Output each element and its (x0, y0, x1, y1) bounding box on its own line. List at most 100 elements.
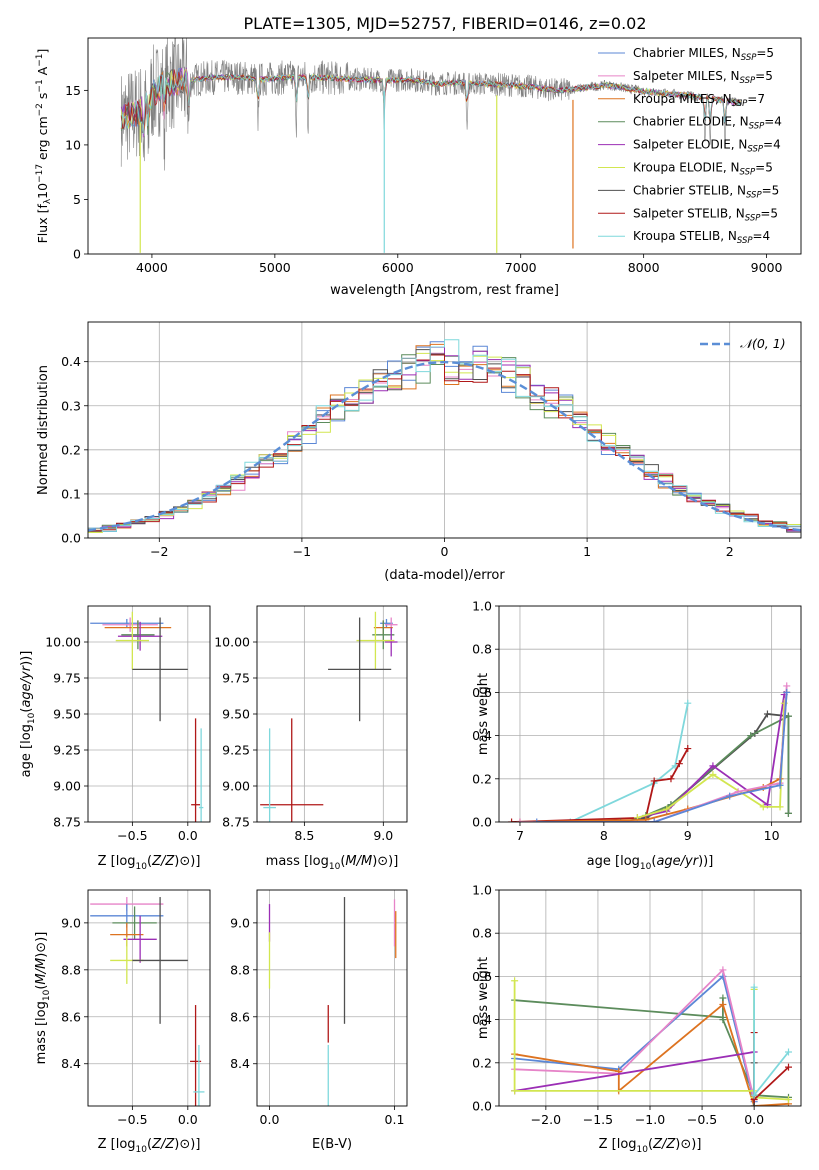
label-part: age [log (19, 724, 34, 777)
legend-sub: SSP (749, 122, 765, 132)
plot-area-massweight-vs-Z (499, 890, 801, 1106)
label-part: Z/Z (151, 1137, 175, 1152)
x-tick-label: −0.5 (117, 828, 147, 843)
mass-weight-series-8 (750, 983, 793, 1099)
x-tick-label: 8000 (628, 260, 660, 275)
mass-weight-series-6 (516, 688, 791, 822)
errorbar-point-8 (263, 728, 276, 822)
errorbar-point-6 (132, 897, 188, 1024)
x-tick-label: 9.0 (373, 828, 393, 843)
y-tick-label: 9.50 (53, 707, 81, 722)
plot-area-spectrum (120, 38, 743, 253)
y-tick-label: 5 (73, 192, 81, 207)
y-tick-label: 9.50 (222, 707, 250, 722)
y-tick-label: 8.4 (230, 1056, 250, 1071)
y-tick-label: 0.0 (61, 531, 81, 546)
y-axis-label: mass weight (476, 957, 491, 1039)
x-tick-label: −2 (150, 544, 168, 559)
series-line (753, 987, 790, 1098)
series-marker (759, 803, 767, 811)
label-part: λ (43, 198, 53, 204)
series-marker (511, 977, 519, 985)
y-tick-label: 9.75 (53, 671, 81, 686)
label-part: −1 (35, 54, 45, 67)
label-part: age/yr (656, 854, 699, 869)
label-part: 10 (27, 712, 37, 724)
label-part: 10 (329, 862, 341, 872)
label-part: 10 (136, 862, 148, 872)
errorbar-point-4 (117, 621, 163, 651)
series-marker (684, 745, 692, 753)
series-marker (650, 818, 658, 822)
errorbar-point-6 (328, 617, 392, 722)
y-tick-label: 0.2 (472, 1055, 492, 1070)
legend-name: Chabrier STELIB, N (633, 183, 746, 197)
y-tick-label: 9.0 (230, 915, 250, 930)
legend-suffix: =5 (755, 69, 773, 83)
series-marker (785, 1096, 793, 1104)
series-marker (750, 983, 758, 991)
legend-label: Chabrier MILES, NSSP=5 (633, 46, 774, 63)
legend-name: Kroupa MILES, N (633, 92, 732, 106)
label-part: age/yr (19, 664, 34, 707)
legend-name: Chabrier MILES, N (633, 46, 741, 60)
label-part: ] (35, 49, 50, 54)
x-tick-label: 0 (441, 544, 449, 559)
series-marker (709, 770, 717, 778)
x-axis-label: Z [log10(Z/Z)⊙)] (599, 1137, 702, 1155)
x-tick-label: 9000 (751, 260, 783, 275)
legend-name: Salpeter ELODIE, N (633, 138, 747, 152)
plot-area-mass-vs-Z (88, 890, 210, 1106)
errorbar-point-4 (384, 627, 398, 657)
x-tick-label: −1 (293, 544, 311, 559)
y-tick-label: 0.6 (472, 685, 492, 700)
y-tick-label: 8.75 (222, 815, 250, 830)
errorbar-point-8 (198, 728, 204, 822)
axes-massweight-vs-Z: −2.0 −1.5 −1.0 −0.5 0.0 0.0 0.2 0.4 0.6 0.8 1.0 mas… (472, 883, 802, 1155)
x-axis-label: mass [log10(M/M)⊙)] (266, 854, 399, 872)
series-marker (784, 809, 792, 817)
series-marker (675, 760, 683, 768)
x-axis-label: (data-model)/error (384, 568, 505, 583)
x-tick-label: 10 (764, 828, 780, 843)
series-marker (784, 712, 792, 720)
label-part: ( (651, 854, 656, 869)
series-marker (776, 803, 784, 811)
x-tick-label: 6000 (382, 260, 414, 275)
plot-area-age-vs-Z (88, 606, 210, 822)
legend-sub: SSP (740, 168, 756, 178)
legend-name: Kroupa ELODIE, N (633, 161, 740, 175)
series-marker (783, 682, 791, 690)
label-part: erg cm (35, 116, 50, 164)
label-part: ( (19, 708, 34, 713)
legend-sub: SSP (745, 213, 761, 223)
axes-frame (87, 37, 802, 255)
series-line (519, 692, 788, 822)
y-tick-label: 0.6 (472, 969, 492, 984)
label-part: Z/Z (652, 1137, 676, 1152)
figure-title: PLATE=1305, MJD=52757, FIBERID=0146, z=0… (243, 14, 646, 33)
y-axis-label: mass weight (476, 673, 491, 755)
x-tick-label: 0.1 (385, 1112, 405, 1127)
axes-massweight-vs-age: 7 8 9 10 0.0 0.2 0.4 0.6 0.8 1.0 mass weight age [l… (472, 599, 802, 872)
label-part: 10 (637, 1145, 649, 1155)
label-part: Flux [f (35, 204, 50, 244)
model-spectrum-8 (120, 72, 742, 134)
x-tick-label: 5000 (259, 260, 291, 275)
y-tick-label: 0.4 (61, 354, 81, 369)
y-tick-label: 0.2 (472, 771, 492, 786)
y-tick-label: 9.25 (222, 743, 250, 758)
series-marker (776, 781, 784, 789)
series-marker (650, 777, 658, 785)
axes-frame (87, 321, 802, 539)
label-part: age [log (587, 854, 640, 869)
y-tick-label: 8.4 (61, 1056, 81, 1071)
x-tick-label: −2.0 (531, 1112, 561, 1127)
errorbar-point-4 (123, 915, 157, 963)
y-axis-label: Normed distribution (36, 365, 51, 495)
legend-label: Chabrier ELODIE, NSSP=4 (633, 115, 782, 132)
legend-suffix: =4 (763, 138, 781, 152)
label-part: ( (34, 985, 49, 990)
label-part: )⊙)] (372, 854, 398, 869)
